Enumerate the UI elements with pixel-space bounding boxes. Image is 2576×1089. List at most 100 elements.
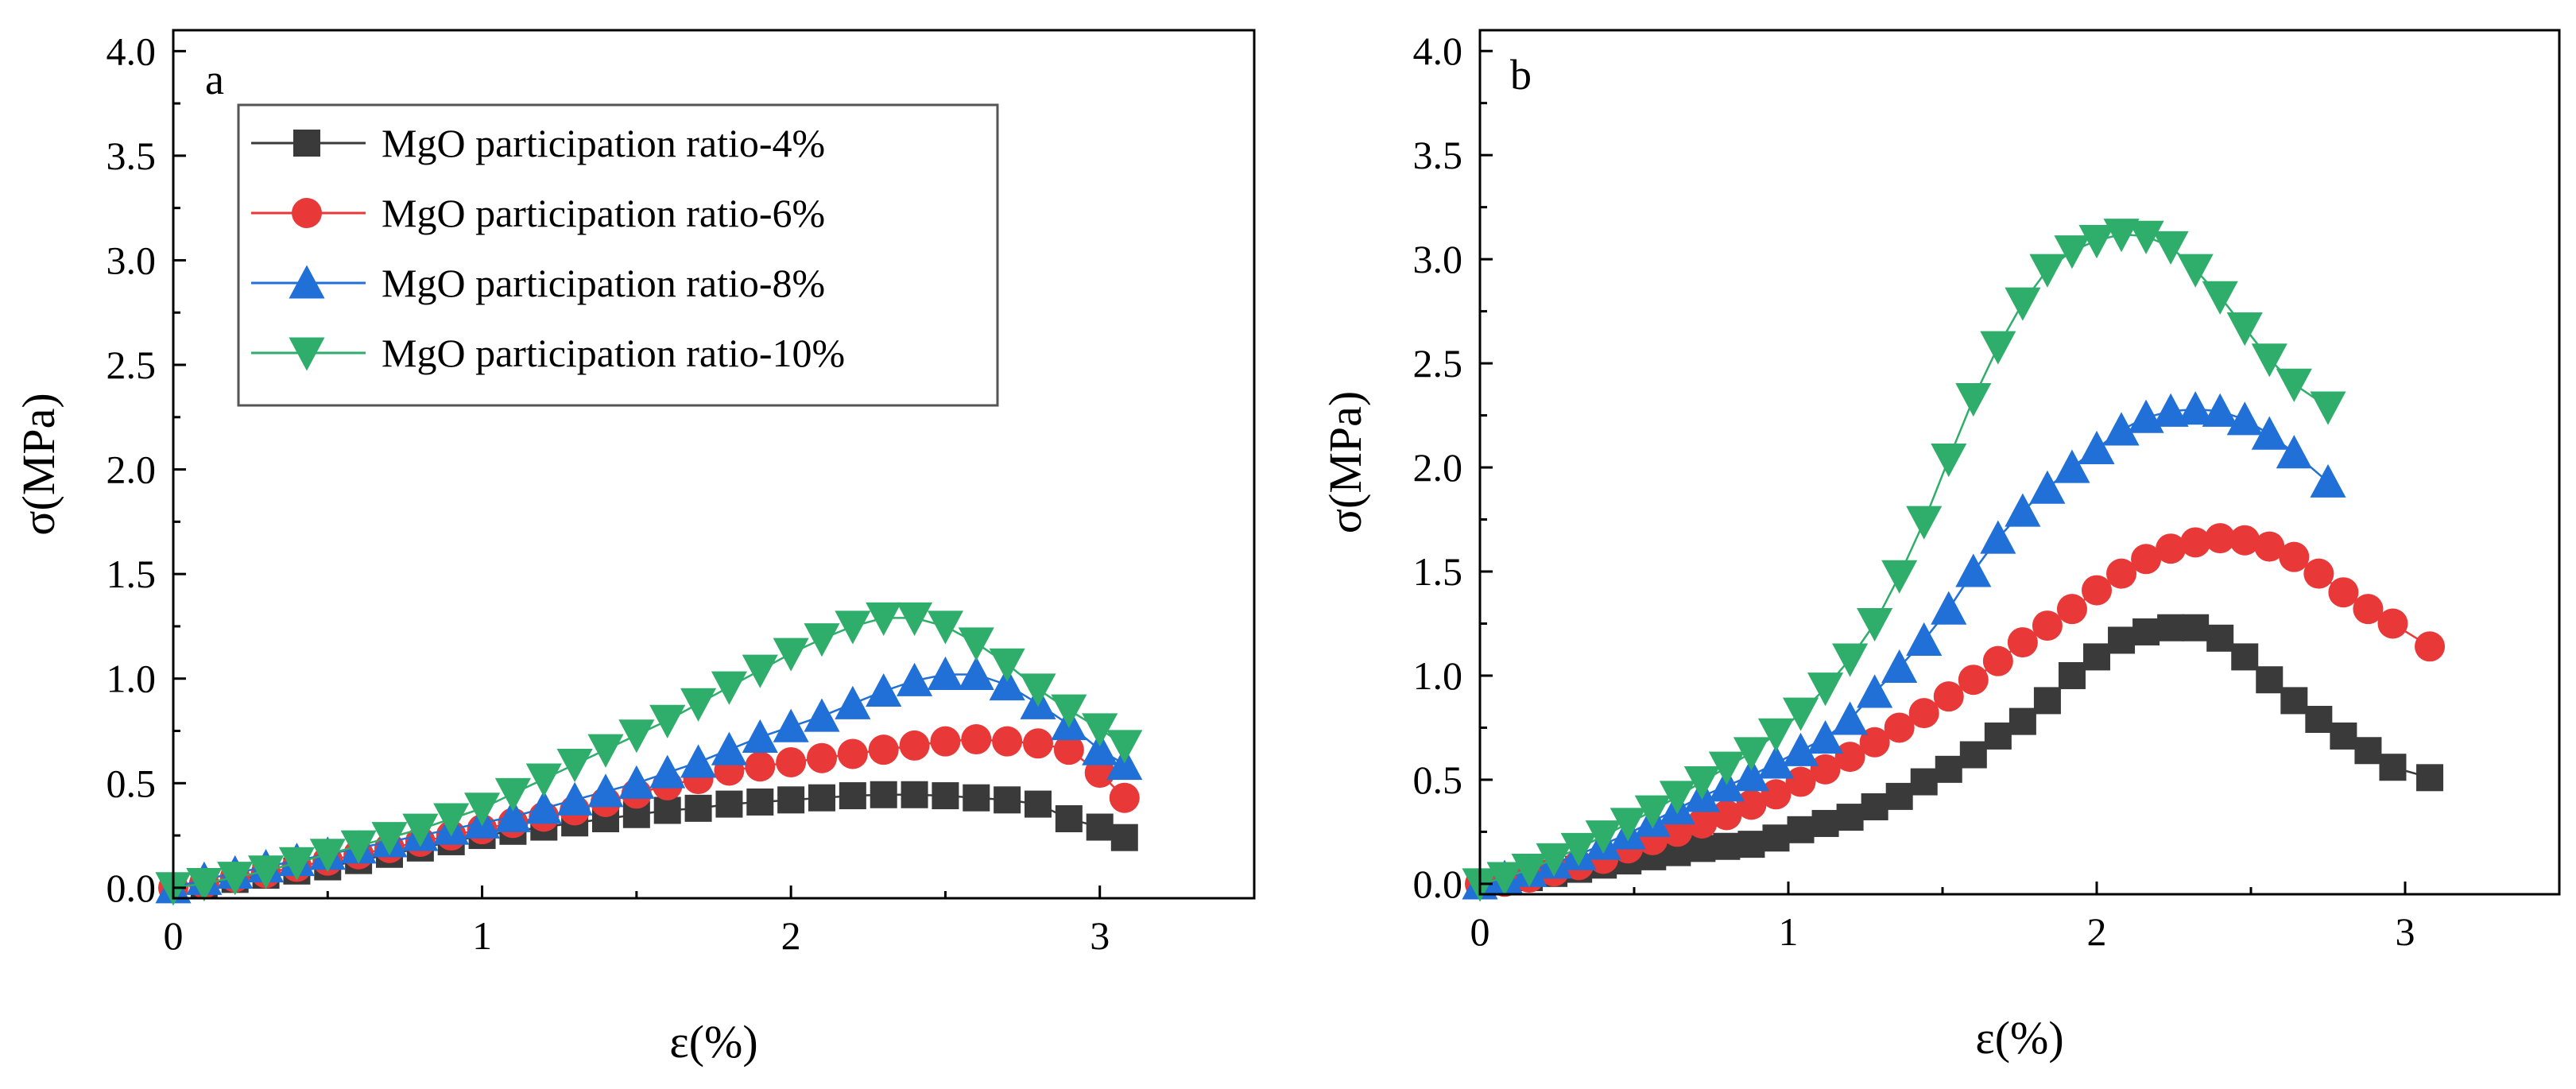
data-point <box>1980 331 2016 365</box>
data-point <box>1761 779 1792 810</box>
data-point <box>1757 718 1795 752</box>
data-point <box>866 602 902 636</box>
y-tick-label: 2.5 <box>1413 341 1463 386</box>
data-point <box>1713 832 1741 860</box>
data-point <box>992 726 1023 757</box>
data-point <box>1910 768 1938 796</box>
data-point <box>773 638 809 672</box>
data-point <box>994 786 1021 814</box>
data-point <box>2054 235 2090 269</box>
data-point <box>340 830 377 864</box>
data-point <box>402 813 439 847</box>
data-point <box>1857 674 1893 708</box>
data-point <box>1782 697 1819 731</box>
data-point <box>2415 631 2446 662</box>
data-point <box>1881 649 1918 684</box>
data-point <box>680 744 717 778</box>
data-point <box>742 719 778 753</box>
data-point <box>2103 219 2140 253</box>
data-point <box>932 782 959 810</box>
x-tick-label: 2 <box>781 913 801 958</box>
legend-marker-icon <box>292 198 322 228</box>
data-point <box>1807 720 1844 754</box>
data-point <box>958 656 994 690</box>
data-point <box>618 765 655 799</box>
x-axis-title: ε(%) <box>669 1016 757 1068</box>
data-point <box>1634 795 1671 829</box>
legend-box <box>237 103 999 407</box>
x-tick-label: 3 <box>1090 913 1110 958</box>
series-mgo-participation-ratio-10- <box>1462 219 2346 902</box>
data-point <box>2180 527 2211 558</box>
data-point <box>1980 520 2016 554</box>
data-point <box>1106 730 1143 764</box>
data-point <box>746 788 774 816</box>
series-group <box>1462 219 2446 902</box>
data-point <box>2056 594 2087 625</box>
legend-label: MgO participation ratio-6% <box>382 191 825 235</box>
legend-label: MgO participation ratio-8% <box>382 261 825 305</box>
y-tick-label: 2.0 <box>107 448 157 492</box>
legend-marker-icon <box>293 130 320 157</box>
x-tick-label: 2 <box>2087 909 2107 954</box>
panel-label: b <box>1510 51 1532 99</box>
data-point <box>2231 643 2259 671</box>
legend-label: MgO participation ratio-10% <box>382 331 845 375</box>
data-point <box>1082 731 1118 765</box>
data-point <box>2379 754 2407 781</box>
data-point <box>1610 808 1646 842</box>
data-point <box>248 855 285 889</box>
legend-item: MgO participation ratio-8% <box>251 261 825 305</box>
legend-item: MgO participation ratio-6% <box>251 191 825 235</box>
data-point <box>1585 820 1621 855</box>
data-point <box>1959 741 1987 769</box>
data-point <box>1810 754 1841 785</box>
data-point <box>2280 687 2308 715</box>
x-tick-label: 1 <box>472 913 492 958</box>
data-point <box>897 602 933 636</box>
data-point <box>2007 627 2038 658</box>
x-tick-label: 3 <box>2396 909 2415 954</box>
y-tick-label: 2.0 <box>1413 445 1463 490</box>
data-point <box>777 786 805 814</box>
data-point <box>835 685 871 719</box>
data-point <box>1834 742 1865 773</box>
y-tick-label: 4.0 <box>1413 29 1463 73</box>
data-point <box>804 623 840 657</box>
data-point <box>989 648 1025 682</box>
data-point <box>1762 824 1790 852</box>
data-point <box>2354 737 2382 765</box>
x-tick-label: 0 <box>1470 909 1490 954</box>
data-point <box>711 671 747 705</box>
y-tick-label: 1.0 <box>1413 653 1463 698</box>
data-point <box>808 784 835 812</box>
data-point <box>2251 416 2287 450</box>
data-point <box>494 777 531 812</box>
data-point <box>1955 553 1992 587</box>
x-tick-label: 1 <box>1779 909 1799 954</box>
legend-marker-icon <box>289 265 325 299</box>
data-point <box>1736 789 1767 820</box>
data-point <box>2054 449 2090 483</box>
series-line <box>1479 408 2329 886</box>
data-point <box>2152 231 2189 265</box>
y-tick-label: 4.0 <box>107 29 157 73</box>
data-point <box>1884 712 1915 743</box>
data-point <box>2083 643 2110 671</box>
data-point <box>2082 575 2112 606</box>
data-point <box>1881 560 1918 594</box>
legend-item: MgO participation ratio-10% <box>251 331 845 375</box>
data-point <box>2310 391 2346 425</box>
data-point <box>711 731 747 765</box>
data-point <box>1511 854 1548 888</box>
y-tick-label: 1.5 <box>107 552 157 596</box>
data-point <box>1055 805 1083 833</box>
data-point <box>989 667 1025 701</box>
y-tick-label: 0.5 <box>107 761 157 805</box>
y-tick-label: 0.0 <box>107 866 157 910</box>
y-tick-label: 3.0 <box>107 238 157 282</box>
data-point <box>1955 383 1992 417</box>
data-point <box>309 839 346 873</box>
data-point <box>1958 665 1989 696</box>
data-point <box>1931 444 1967 478</box>
